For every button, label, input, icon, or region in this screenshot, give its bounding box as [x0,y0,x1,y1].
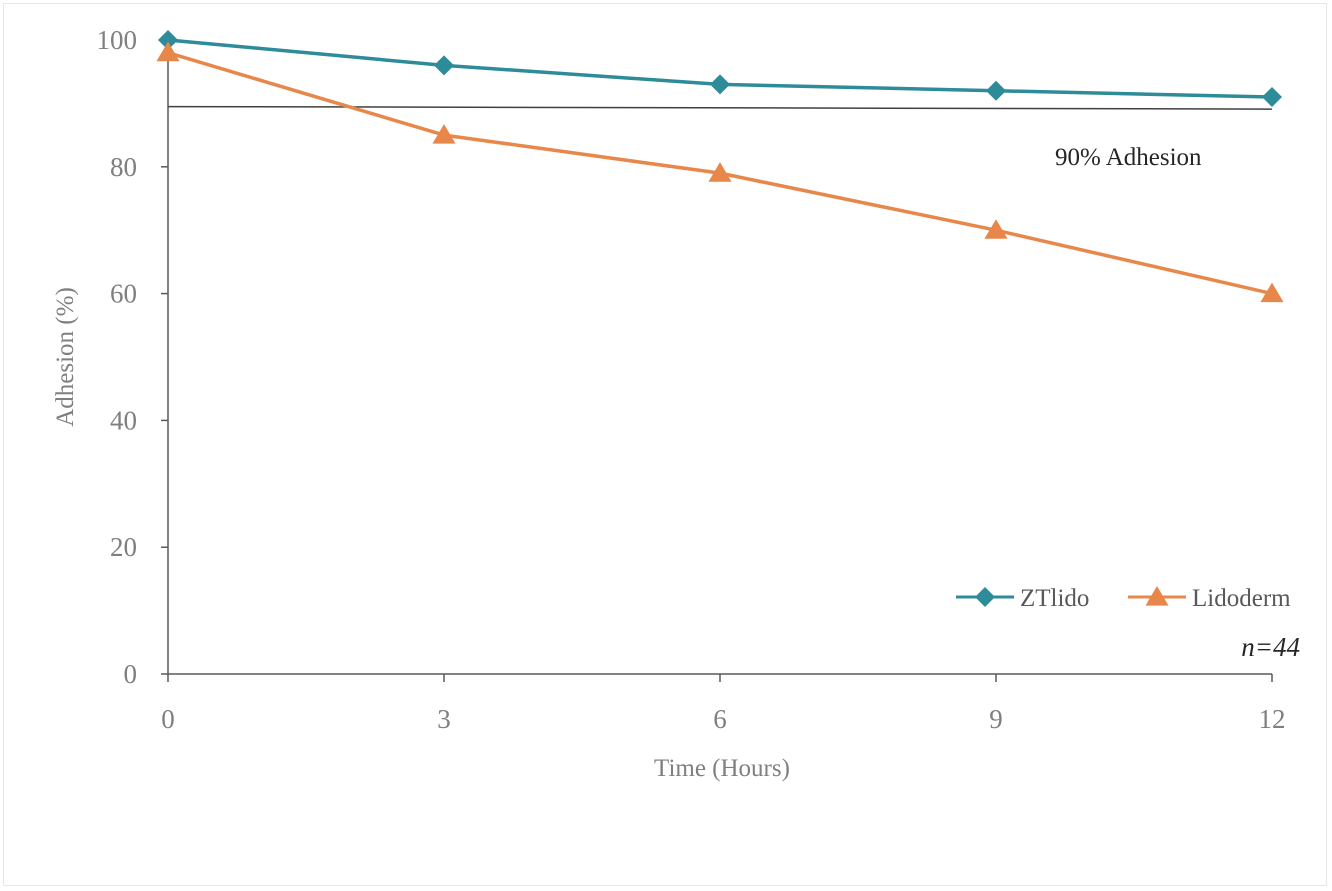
data-point-lidoderm [156,41,180,62]
data-point-lidoderm [432,124,456,144]
data-point-ztlido [986,80,1006,101]
reference-line-label: 90% Adhesion [1055,144,1202,171]
y-tick-label: 80 [110,152,137,182]
y-tick-label: 60 [110,279,137,309]
x-tick-label: 0 [161,704,175,734]
x-tick-label: 6 [713,704,727,734]
y-tick-label: 20 [110,532,137,562]
series-layer [156,30,1284,303]
x-tick-label: 9 [989,704,1003,734]
legend-label-ztlido: ZTlido [1020,585,1089,612]
y-tick-label: 100 [97,25,138,55]
legend-marker-ztlido [975,587,995,607]
axes [167,36,1272,675]
y-ticks: 0 20 40 60 80 100 [97,25,168,689]
legend-marker-lidoderm [1145,586,1169,606]
data-point-lidoderm [1260,282,1284,303]
y-tick-label: 0 [124,659,138,689]
data-point-ztlido [1262,87,1282,108]
legend: ZTlido Lidoderm [956,585,1291,612]
y-axis-label: Adhesion (%) [52,287,79,427]
x-axis-label: Time (Hours) [654,755,790,782]
y-tick-label: 40 [110,405,137,435]
x-tick-label: 12 [1259,704,1286,734]
data-point-lidoderm [708,162,732,182]
sample-size-label: n=44 [1241,632,1300,662]
x-tick-label: 3 [437,704,451,734]
data-point-lidoderm [984,219,1008,239]
x-ticks: 0 3 6 9 12 [161,674,1286,734]
legend-label-lidoderm: Lidoderm [1192,585,1291,612]
data-point-ztlido [434,55,454,76]
data-point-ztlido [710,74,730,95]
data-point-ztlido [158,30,178,50]
chart-frame [3,3,1327,886]
reference-line-90 [167,105,1273,110]
